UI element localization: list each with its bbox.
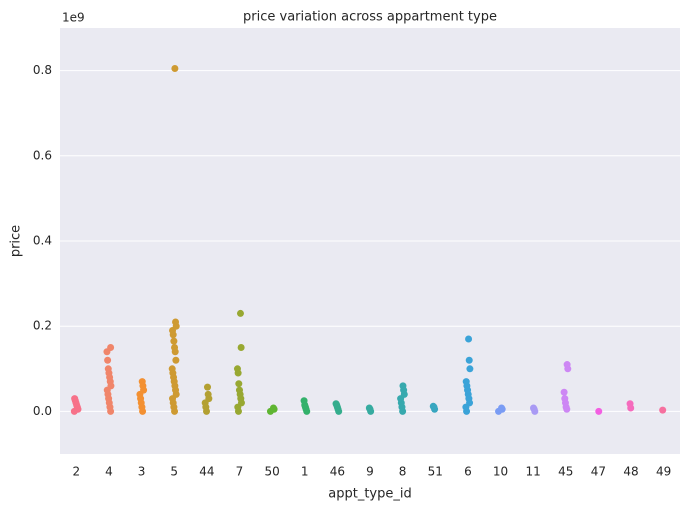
point: [561, 395, 569, 403]
x-tick-label: 46: [330, 465, 345, 479]
point: [172, 356, 180, 364]
x-tick-label: 44: [199, 465, 214, 479]
point: [107, 344, 115, 351]
point: [236, 309, 244, 317]
y-tick-label: 0.6: [33, 148, 52, 162]
x-tick-label: 51: [428, 465, 443, 479]
point: [659, 406, 667, 414]
x-tick-label: 49: [656, 465, 671, 479]
point: [560, 388, 568, 396]
y-offset: 1e9: [62, 11, 85, 25]
y-axis-label: price: [9, 225, 24, 257]
point: [300, 397, 308, 405]
point: [465, 335, 473, 343]
x-tick-label: 10: [493, 465, 508, 479]
point: [563, 361, 571, 369]
point: [104, 365, 112, 373]
x-tick-label: 3: [138, 465, 146, 479]
point: [465, 356, 473, 364]
y-tick-label: 0.4: [33, 234, 52, 248]
point: [172, 318, 180, 326]
chart-title: price variation across appartment type: [243, 10, 497, 25]
point: [235, 386, 243, 394]
x-tick-label: 4: [105, 465, 113, 479]
point: [171, 344, 179, 351]
point: [595, 407, 603, 415]
point: [466, 365, 474, 373]
x-tick-label: 5: [170, 465, 178, 479]
point: [233, 365, 241, 373]
point: [462, 378, 470, 386]
x-tick-label: 7: [236, 465, 244, 479]
point: [332, 400, 340, 408]
x-tick-label: 11: [526, 465, 541, 479]
point: [429, 402, 437, 410]
x-axis-label: appt_type_id: [328, 487, 411, 502]
x-tick-label: 2: [72, 465, 80, 479]
point: [204, 383, 212, 391]
point: [171, 64, 179, 72]
x-tick-label: 45: [558, 465, 573, 479]
x-tick-label: 6: [464, 465, 472, 479]
x-tick-label: 48: [623, 465, 638, 479]
point: [170, 337, 178, 345]
y-tick-label: 0.8: [33, 63, 52, 77]
y-tick-label: 0.2: [33, 319, 52, 333]
x-tick-label: 50: [264, 465, 279, 479]
point: [498, 404, 506, 412]
point: [269, 404, 277, 412]
point: [138, 378, 146, 386]
point: [71, 395, 79, 403]
x-tick-label: 1: [301, 465, 309, 479]
point: [237, 344, 245, 351]
x-tick-label: 8: [399, 465, 407, 479]
x-tick-label: 9: [366, 465, 374, 479]
point: [104, 356, 112, 364]
point: [235, 380, 243, 388]
point: [399, 382, 407, 390]
y-tick-label: 0.0: [33, 404, 52, 418]
point: [168, 365, 176, 373]
point: [529, 404, 537, 412]
point: [204, 390, 212, 398]
point: [365, 404, 373, 412]
point: [626, 400, 634, 408]
x-tick-label: 47: [591, 465, 606, 479]
